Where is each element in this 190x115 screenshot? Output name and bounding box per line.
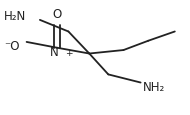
Text: O: O — [52, 8, 62, 21]
Text: +: + — [66, 49, 73, 58]
Text: NH₂: NH₂ — [142, 80, 165, 93]
Text: H₂N: H₂N — [4, 10, 26, 23]
Text: N: N — [50, 46, 59, 59]
Text: ⁻O: ⁻O — [4, 40, 19, 53]
